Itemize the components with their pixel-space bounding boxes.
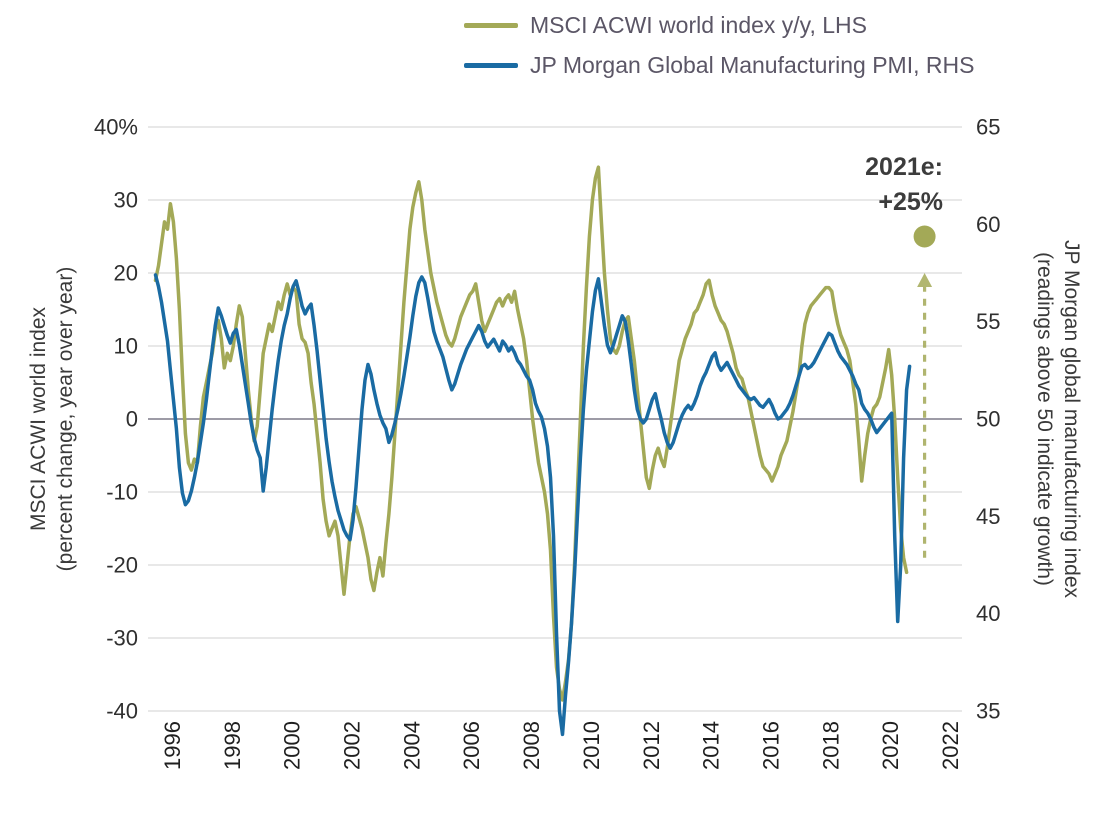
left-axis-title-line1: MSCI ACWI world index (27, 306, 50, 532)
left-axis-tick-label: -20 (106, 553, 138, 578)
x-axis-tick-label: 2000 (280, 721, 305, 770)
x-axis-tick-label: 2010 (579, 721, 604, 770)
right-axis-tick-label: 65 (976, 115, 1000, 140)
series-line-msci (153, 165, 909, 702)
x-axis-tick-label: 2004 (399, 721, 424, 770)
estimate-annotation: 2021e: +25% (865, 150, 943, 220)
x-axis-tick-label: 2020 (878, 721, 903, 770)
right-axis-title-line2: (readings above 50 indicate growth) (1033, 252, 1056, 586)
x-axis-tick-label: 2002 (340, 721, 365, 770)
left-axis-tick-label: -10 (106, 480, 138, 505)
series-line-pmi (153, 273, 912, 737)
chart-legend: MSCI ACWI world index y/y, LHS JP Morgan… (464, 10, 974, 80)
estimate-annotation-line2: +25% (878, 188, 943, 216)
legend-label-pmi: JP Morgan Global Manufacturing PMI, RHS (530, 51, 975, 78)
legend-swatch-pmi (464, 62, 518, 68)
left-axis-tick-label: 0 (126, 407, 138, 432)
legend-swatch-msci (464, 22, 518, 28)
right-axis-title: JP Morgan global manufacturing index (re… (1031, 119, 1085, 719)
legend-item-msci: MSCI ACWI world index y/y, LHS (464, 10, 974, 40)
right-axis-tick-label: 45 (976, 504, 1000, 529)
left-axis-tick-label: 30 (114, 188, 138, 213)
right-axis-tick-label: 60 (976, 212, 1000, 237)
left-axis-tick-label: -40 (106, 699, 138, 724)
x-axis-tick-label: 1996 (160, 721, 185, 770)
x-axis-tick-label: 2012 (639, 721, 664, 770)
right-axis-tick-label: 35 (976, 699, 1000, 724)
right-axis-tick-label: 40 (976, 601, 1000, 626)
x-axis-tick-label: 2022 (938, 721, 963, 770)
left-axis-tick-label: -30 (106, 626, 138, 651)
x-axis-tick-label: 2014 (699, 721, 724, 770)
x-axis-tick-label: 2016 (759, 721, 784, 770)
estimate-arrow-head-icon (917, 273, 933, 287)
x-axis-tick-label: 2006 (459, 721, 484, 770)
left-axis-tick-label: 10 (114, 334, 138, 359)
x-axis-tick-label: 2008 (519, 721, 544, 770)
right-axis-tick-label: 50 (976, 407, 1000, 432)
estimate-annotation-line1: 2021e: (865, 153, 943, 181)
legend-item-pmi: JP Morgan Global Manufacturing PMI, RHS (464, 50, 974, 80)
right-axis-tick-label: 55 (976, 309, 1000, 334)
left-axis-tick-label: 20 (114, 261, 138, 286)
left-axis-tick-label: 40% (94, 115, 138, 140)
estimate-dot (913, 225, 936, 248)
legend-label-msci: MSCI ACWI world index y/y, LHS (530, 11, 867, 38)
left-axis-title-line2: (percent change, year over year) (54, 266, 77, 572)
x-axis-tick-label: 2018 (818, 721, 843, 770)
x-axis-tick-label: 1998 (220, 721, 245, 770)
left-axis-title: MSCI ACWI world index (percent change, y… (25, 119, 79, 719)
right-axis-title-line1: JP Morgan global manufacturing index (1060, 240, 1083, 598)
